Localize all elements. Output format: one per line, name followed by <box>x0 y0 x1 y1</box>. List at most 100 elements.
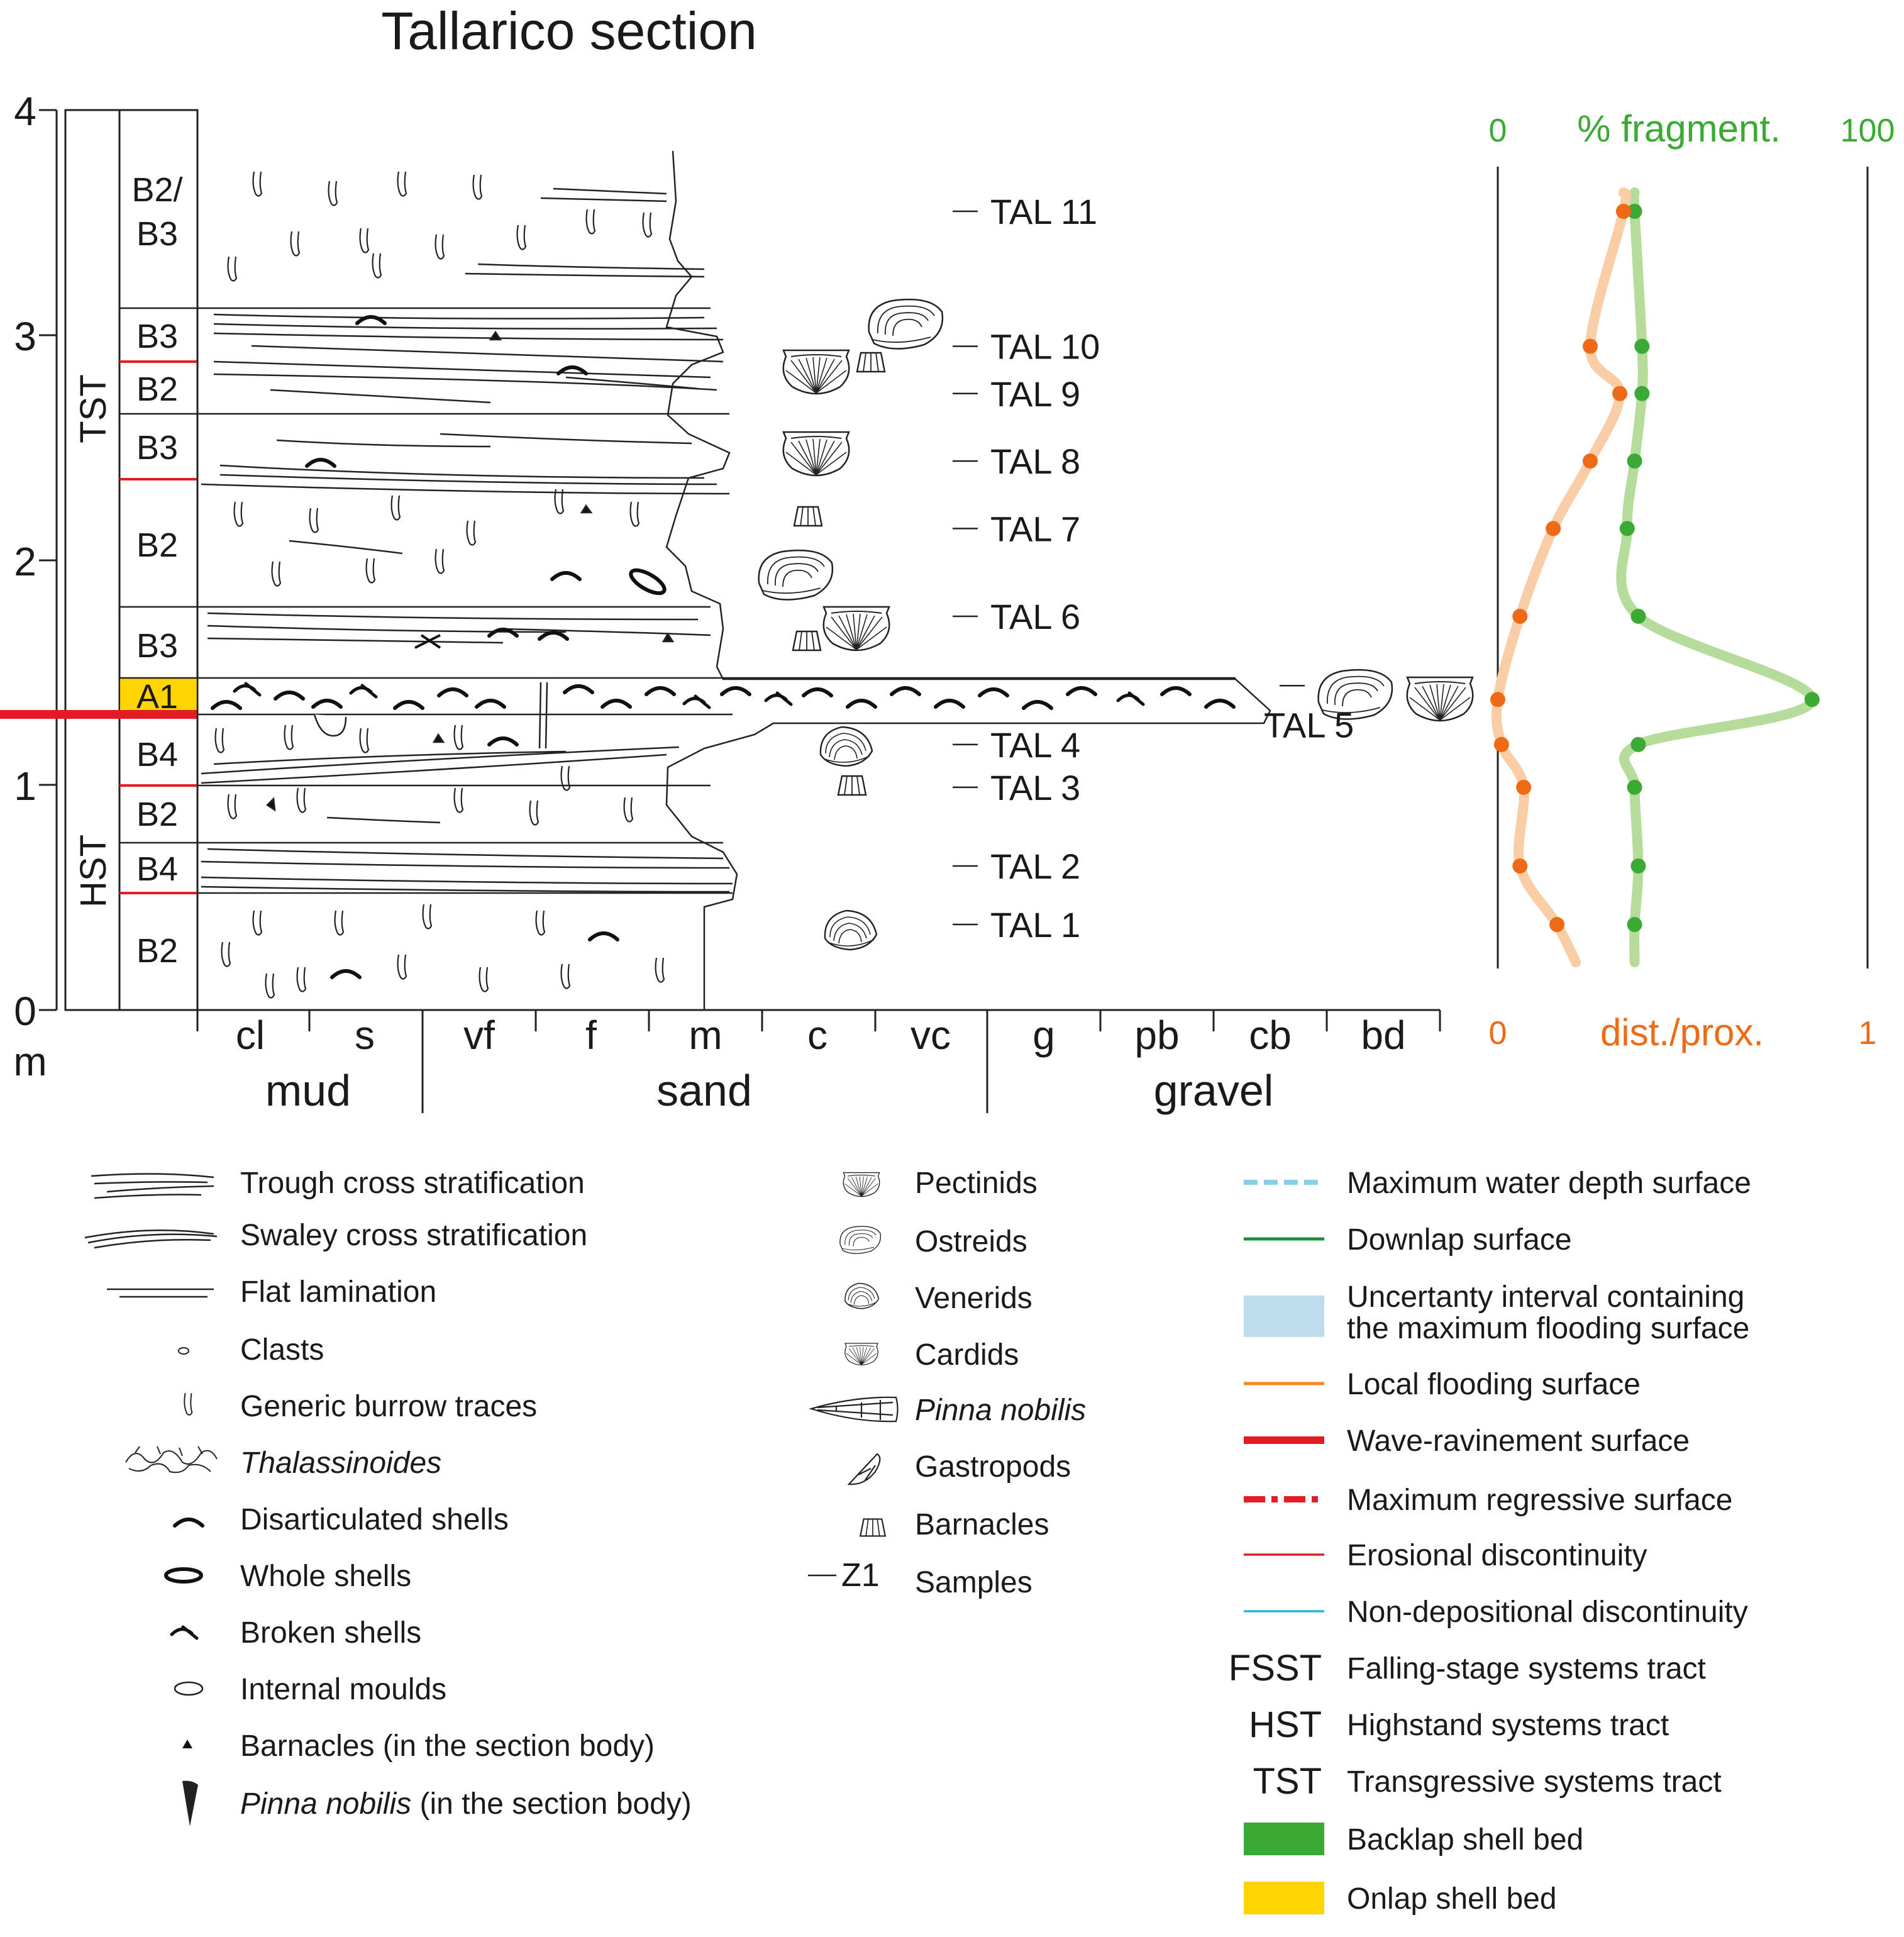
fragment-axis-title: % fragment. <box>1577 108 1780 150</box>
unit-label: B3 <box>136 429 178 467</box>
whole-shell-icon <box>164 1567 203 1584</box>
fsst-abbr: FSST <box>1229 1648 1322 1689</box>
depth-tick-label: 2 <box>14 539 36 584</box>
grain-class-label: pb <box>1134 1013 1179 1058</box>
venerid-icon <box>844 1282 880 1309</box>
legend-label-rest: (in the section body) <box>411 1787 692 1821</box>
pectinid-icon <box>843 1172 880 1197</box>
proximality-point <box>1583 453 1598 469</box>
backlap-icon <box>1244 1823 1324 1855</box>
unit-label: B3 <box>136 215 178 253</box>
depth-tick-label: 0 <box>14 989 36 1034</box>
legend-label: Trough cross stratification <box>240 1167 585 1200</box>
proximality-point <box>1516 779 1532 795</box>
grain-class-label: m <box>689 1013 722 1058</box>
legend-label: Onlap shell bed <box>1347 1882 1557 1916</box>
legend-surfaces: FSST HST TST Maximum water depth surface… <box>1229 1167 1751 1916</box>
legend-label: Clasts <box>240 1333 324 1367</box>
proximality-point <box>1549 917 1565 933</box>
legend-label: Venerids <box>915 1282 1032 1315</box>
fossil-occurrences <box>758 298 1474 951</box>
unit-label: B3 <box>136 627 178 665</box>
fragment-point <box>1630 608 1646 624</box>
grain-class-label: f <box>585 1013 597 1058</box>
grain-class-label: c <box>807 1013 827 1058</box>
ostreid-icon <box>839 1226 882 1254</box>
fragment-trend-line <box>1616 187 1817 968</box>
proximality-axis-min: 0 <box>1489 1015 1507 1052</box>
fragment-point <box>1627 203 1642 219</box>
unit-label: B2 <box>136 370 178 408</box>
clast-icon <box>178 1347 189 1355</box>
unit-column: B2/ B3 B3 B2 B3 B2 B3 A1 B4 B2 B4 B2 <box>0 109 199 1011</box>
pinna-icon <box>809 1396 899 1423</box>
unit-label: B4 <box>136 736 178 774</box>
legend-label: Swaley cross stratification <box>240 1219 587 1252</box>
legend-label: Maximum regressive surface <box>1347 1484 1733 1517</box>
legend-label: Flat lamination <box>240 1275 436 1309</box>
sample-label: TAL 5 <box>1264 705 1354 745</box>
legend-label: Whole shells <box>240 1560 411 1593</box>
grain-group-label: gravel <box>1154 1066 1274 1115</box>
legend-label: Local flooding surface <box>1347 1368 1641 1401</box>
proximality-point <box>1512 858 1528 874</box>
barnacle-body-icon <box>182 1740 192 1748</box>
unit-label: A1 <box>136 678 178 716</box>
grain-class-label: cl <box>236 1013 265 1058</box>
tst-label: TST <box>73 374 114 443</box>
disarticulated-shell-icon <box>175 1519 202 1526</box>
sample-label: TAL 4 <box>990 725 1080 765</box>
legend-label: Uncertanty interval containing the maximu… <box>1347 1280 1749 1345</box>
legend-label: Internal moulds <box>240 1673 446 1706</box>
grain-size-axis: cl s vf f m c vc g pb cb bd mud sand gra… <box>196 1009 1441 1115</box>
legend-label-line: Uncertanty interval containing <box>1347 1280 1744 1314</box>
sample-label: TAL 7 <box>990 509 1080 548</box>
proximality-axis-title: dist./prox. <box>1600 1011 1764 1053</box>
legend-label: Barnacles (in the section body) <box>240 1729 655 1763</box>
fragmentation-proximality-chart: 0 100 % fragment. 0 1 dist./prox. <box>1489 108 1895 1053</box>
unit-label: B4 <box>136 850 178 888</box>
legend-label: Thalassinoides <box>240 1446 441 1480</box>
thalassinoides-icon <box>125 1446 218 1474</box>
legend-label: Barnacles <box>915 1508 1049 1541</box>
sample-icon-text: Z1 <box>841 1557 880 1594</box>
legend-label: Generic burrow traces <box>240 1390 537 1423</box>
broken-shell-icon <box>172 1627 197 1638</box>
fragment-point <box>1627 917 1642 933</box>
trough-cross-icon <box>91 1173 214 1199</box>
proximality-point <box>1512 608 1528 624</box>
fragment-point <box>1627 779 1642 795</box>
grain-class-label: vf <box>463 1013 495 1058</box>
fragment-axis-min: 0 <box>1489 113 1507 149</box>
sample-label: TAL 11 <box>990 192 1097 231</box>
sample-label: TAL 9 <box>990 374 1080 414</box>
depth-tick-label: 3 <box>14 314 36 359</box>
unit-label: B2/ <box>131 171 182 209</box>
grain-class-label: vc <box>910 1013 951 1058</box>
internal-mould-icon <box>174 1681 204 1696</box>
legend-label-italic: Pinna nobilis <box>240 1787 411 1821</box>
a1-shell-bed <box>213 682 1234 749</box>
fragment-point <box>1630 858 1646 874</box>
section-body <box>196 110 1271 1011</box>
proximality-point <box>1546 521 1561 536</box>
sample-label: TAL 3 <box>990 768 1080 808</box>
proximality-axis-max: 1 <box>1859 1015 1877 1052</box>
proximality-trend-line <box>1491 187 1631 968</box>
legend-label: Non-depositional discontinuity <box>1347 1596 1748 1629</box>
sample-label: TAL 8 <box>990 441 1080 481</box>
pinna-body-icon <box>182 1780 198 1826</box>
sample-label: TAL 10 <box>990 327 1100 367</box>
cardid-icon <box>844 1343 878 1366</box>
legend-label: Maximum water depth surface <box>1347 1167 1751 1200</box>
fragment-point <box>1619 521 1635 536</box>
hst-abbr: HST <box>1249 1704 1322 1745</box>
grain-group-label: sand <box>656 1066 752 1115</box>
flat-lamination-icon <box>107 1288 214 1298</box>
sample-label: TAL 1 <box>990 905 1080 945</box>
proximality-point <box>1615 203 1631 219</box>
legend-label: Pectinids <box>915 1167 1038 1200</box>
legend-label: Highstand systems tract <box>1347 1709 1669 1742</box>
proximality-point <box>1490 692 1505 708</box>
proximality-point <box>1583 338 1598 354</box>
